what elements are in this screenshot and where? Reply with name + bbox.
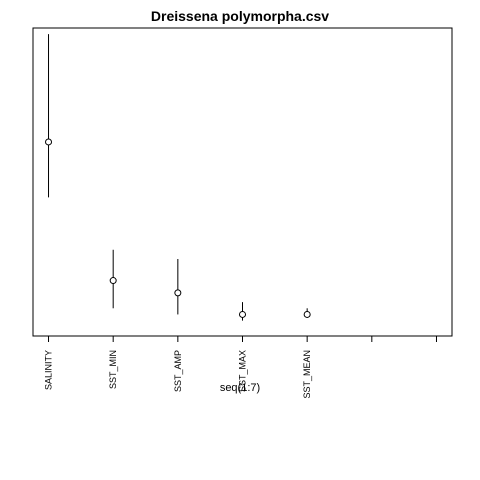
x-tick-label: SST_MEAN [302,350,312,399]
x-tick-label: SST_MAX [238,350,248,392]
x-tick-label: SST_MIN [108,350,118,389]
data-point [303,310,311,318]
data-marks [45,34,311,321]
x-tick-label: SALINITY [44,350,54,390]
data-point [174,289,182,297]
x-axis: SALINITY SST_MIN SST_AMP SST_MAX SST_MEAN [44,336,437,399]
chart-title: Dreissena polymorpha.csv [151,8,329,24]
data-point [109,277,117,285]
x-axis-label: seq(1:7) [220,382,260,394]
data-point [239,310,246,318]
data-point [45,138,53,146]
x-tick-label: SST_AMP [173,350,183,392]
